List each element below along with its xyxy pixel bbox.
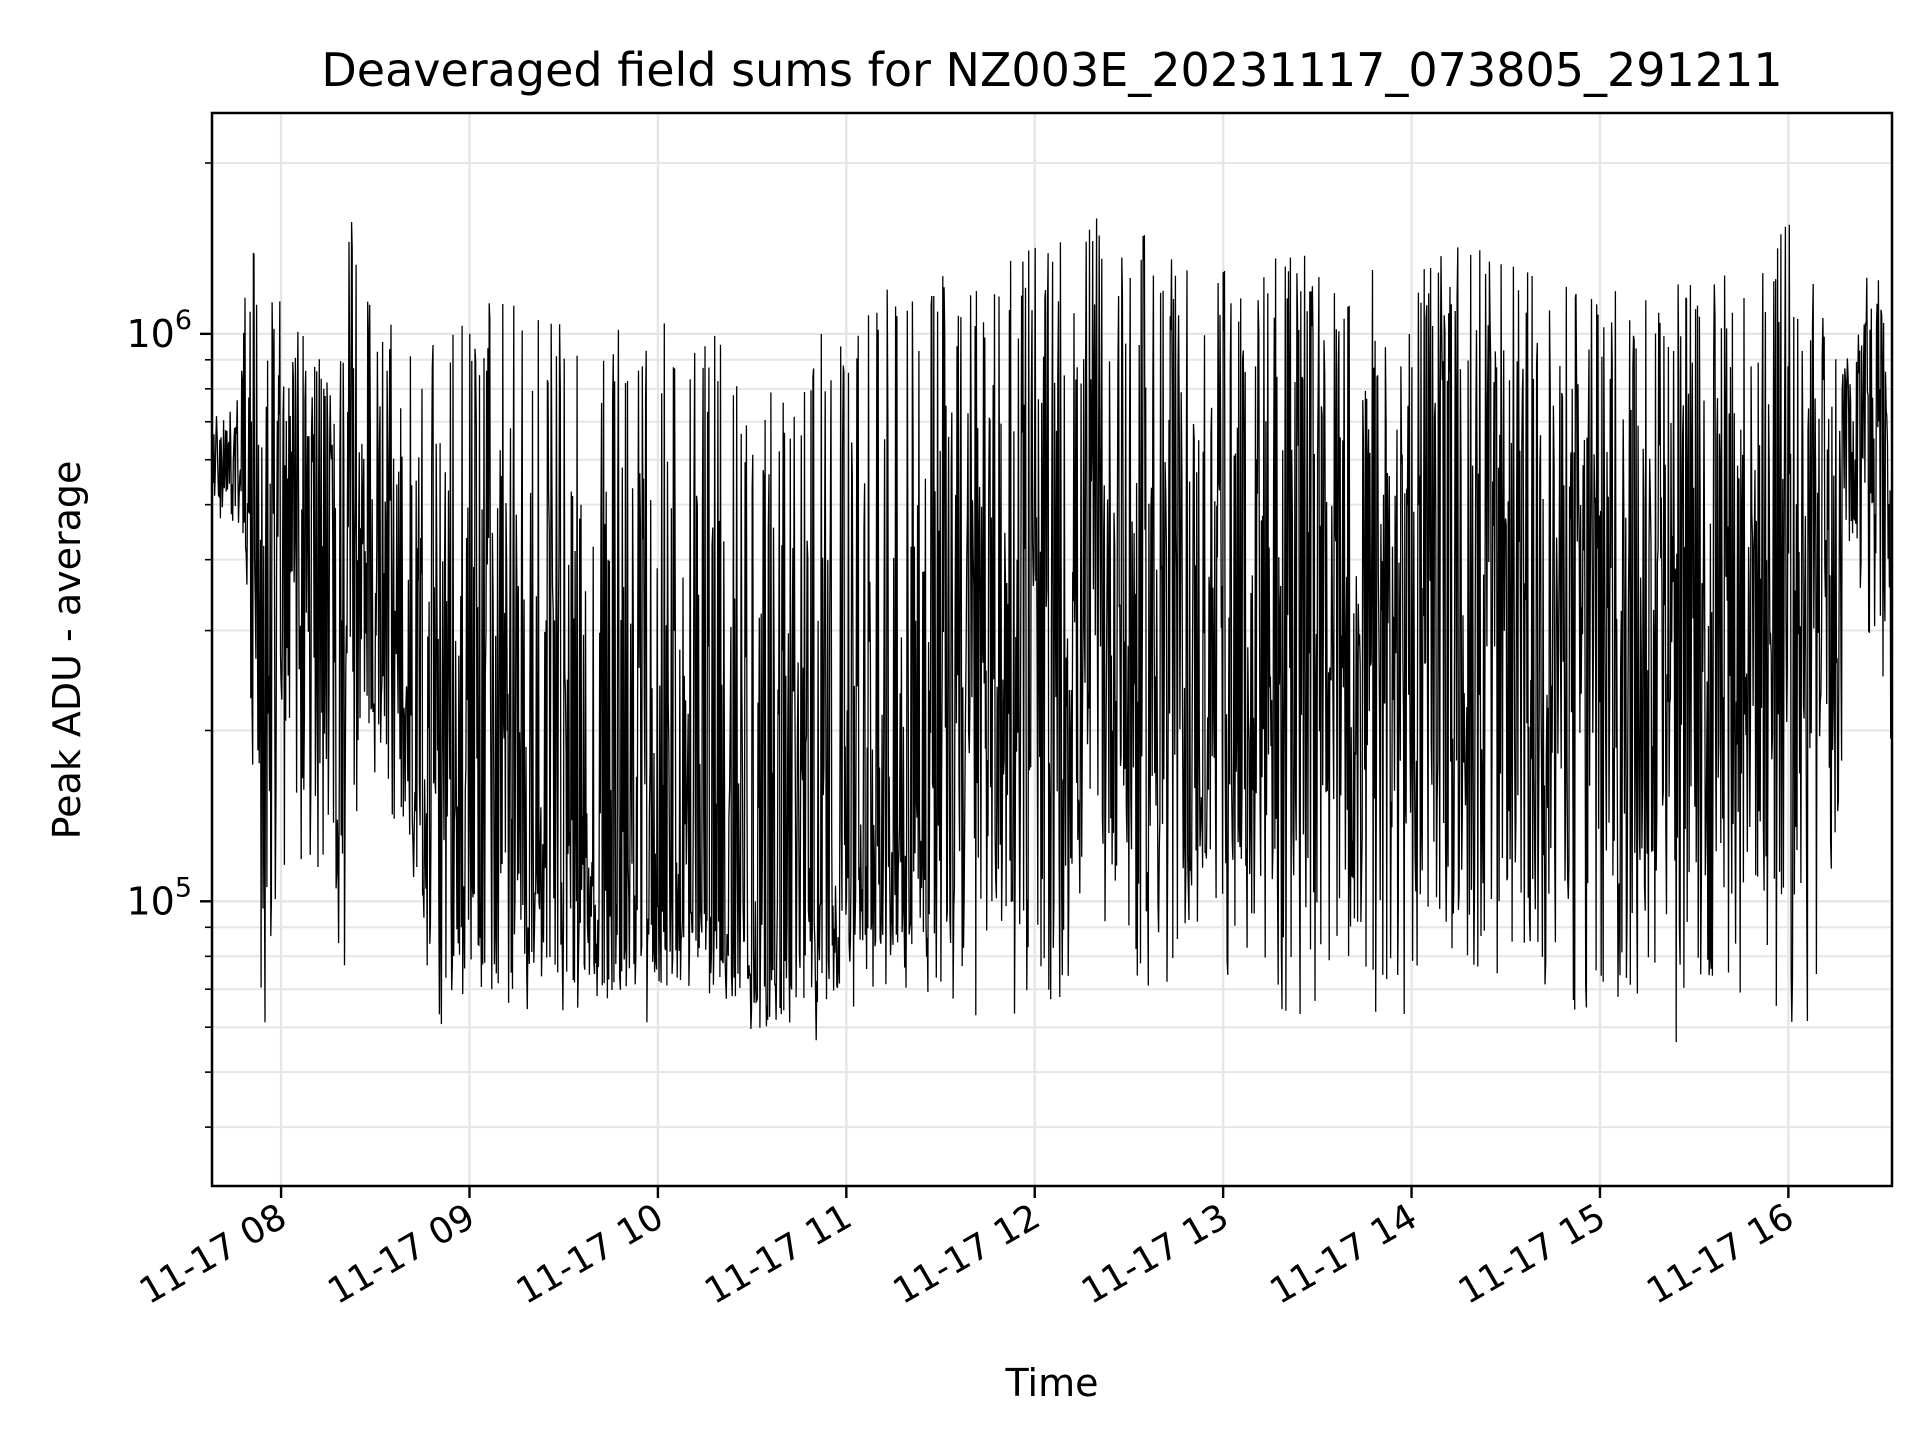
y-tick-label: 105 [126, 872, 192, 923]
y-tick-label: 106 [126, 305, 192, 356]
peak-adu-series-line [211, 218, 1893, 1043]
series-line [211, 218, 1893, 1043]
x-axis-label: Time [1005, 1361, 1099, 1405]
y-axis-label: Peak ADU - average [45, 461, 89, 840]
chart-title: Deaveraged field sums for NZ003E_2023111… [321, 43, 1782, 97]
plot-frame [210, 111, 1894, 1188]
y-axis-ticks: 105 106 [126, 162, 212, 1128]
